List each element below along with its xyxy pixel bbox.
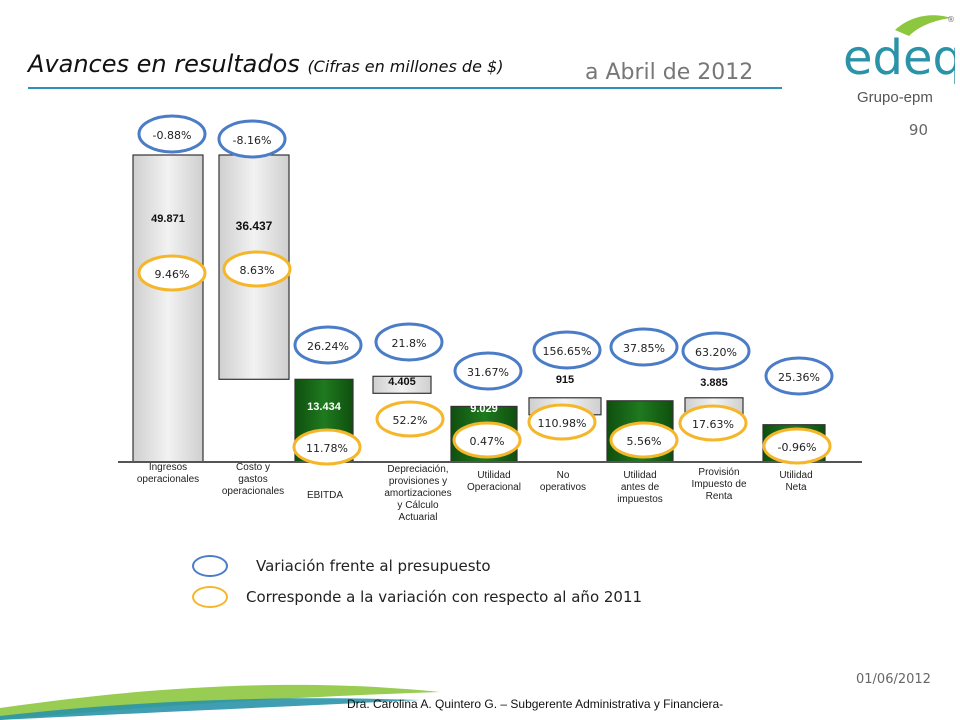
category-label: No operativos bbox=[540, 470, 586, 493]
category-label: Costo y gastos operacionales bbox=[222, 462, 284, 497]
logo-group-text: Grupo-epm bbox=[857, 89, 933, 106]
bar-value-label: 13.434 bbox=[307, 401, 342, 413]
svg-text:17.63%: 17.63% bbox=[692, 418, 734, 431]
year-variation-badge: 11.78% bbox=[292, 428, 362, 466]
budget-variation-badge: -8.16% bbox=[217, 119, 287, 159]
budget-variation-badge: 156.65% bbox=[532, 330, 602, 370]
svg-text:11.78%: 11.78% bbox=[306, 442, 348, 455]
bar-value-label: 9.944 bbox=[625, 389, 655, 403]
svg-text:31.67%: 31.67% bbox=[467, 366, 509, 379]
svg-text:0.47%: 0.47% bbox=[470, 435, 505, 448]
year-variation-badge: 110.98% bbox=[527, 403, 597, 441]
budget-variation-badge: 63.20% bbox=[681, 331, 751, 371]
bar-value-label: 9.029 bbox=[470, 403, 498, 415]
svg-text:9.46%: 9.46% bbox=[155, 268, 190, 281]
page-title: Avances en resultados (Cifras en millone… bbox=[28, 50, 503, 78]
svg-text:5.56%: 5.56% bbox=[627, 435, 662, 448]
title-text: Avances en resultados bbox=[28, 50, 300, 78]
svg-text:25.36%: 25.36% bbox=[778, 371, 820, 384]
budget-variation-badge: 31.67% bbox=[453, 351, 523, 391]
category-label: EBITDA bbox=[307, 490, 343, 501]
svg-text:-0.88%: -0.88% bbox=[153, 129, 192, 142]
svg-text:26.24%: 26.24% bbox=[307, 340, 349, 353]
svg-text:52.2%: 52.2% bbox=[393, 414, 428, 427]
blue-ring-icon bbox=[192, 555, 228, 577]
year-variation-badge: 5.56% bbox=[609, 421, 679, 459]
budget-variation-badge: 21.8% bbox=[374, 322, 444, 362]
svg-text:156.65%: 156.65% bbox=[543, 345, 592, 358]
title-underline bbox=[28, 87, 782, 89]
svg-text:110.98%: 110.98% bbox=[538, 417, 587, 430]
category-label: Utilidad antes de impuestos bbox=[617, 470, 663, 505]
budget-variation-badge: 25.36% bbox=[764, 356, 834, 396]
year-variation-badge: -0.96% bbox=[762, 427, 832, 465]
budget-variation-badge: 37.85% bbox=[609, 327, 679, 367]
year-variation-badge: 9.46% bbox=[137, 254, 207, 292]
title-subtitle: (Cifras en millones de $) bbox=[307, 57, 504, 76]
logo-leaf-icon bbox=[895, 15, 951, 36]
category-label: Utilidad Operacional bbox=[467, 470, 521, 493]
bar-value-label: 3.885 bbox=[700, 377, 728, 389]
category-label: Depreciación, provisiones y amortizaciones… bbox=[384, 464, 451, 523]
bar-value-label: 915 bbox=[556, 374, 574, 386]
bar-value-label: 49.871 bbox=[151, 213, 185, 225]
bar-value-label: 4.405 bbox=[388, 376, 416, 388]
svg-text:-8.16%: -8.16% bbox=[233, 134, 272, 147]
bar-1 bbox=[132, 154, 204, 463]
year-variation-badge: 8.63% bbox=[222, 250, 292, 288]
bar-value-label: 6.059 bbox=[780, 407, 808, 419]
edeq-logo: edeq ® Grupo-epm bbox=[843, 15, 955, 106]
svg-text:21.8%: 21.8% bbox=[392, 337, 427, 350]
registered-mark: ® bbox=[947, 15, 955, 24]
legend-year-label: Corresponde a la variación con respecto … bbox=[246, 588, 643, 606]
svg-text:63.20%: 63.20% bbox=[695, 346, 737, 359]
budget-variation-badge: 26.24% bbox=[293, 325, 363, 365]
waterfall-chart: 49.871 Ingresos operacionales 36.437 Costo y… bbox=[118, 114, 862, 523]
category-label: Ingresos operacionales bbox=[137, 462, 199, 485]
footer-author: Dra. Carolina A. Quintero G. – Subgerent… bbox=[347, 697, 724, 711]
legend-budget-label: Variación frente al presupuesto bbox=[256, 557, 491, 575]
bar-4 bbox=[372, 375, 432, 394]
year-variation-badge: 17.63% bbox=[678, 404, 748, 442]
category-label: Utilidad Neta bbox=[779, 470, 812, 493]
svg-text:8.63%: 8.63% bbox=[240, 264, 275, 277]
svg-text:37.85%: 37.85% bbox=[623, 342, 665, 355]
slide-date: 01/06/2012 bbox=[856, 672, 931, 687]
logo-wordmark: edeq bbox=[843, 30, 955, 86]
period-label: a Abril de 2012 bbox=[585, 60, 754, 85]
year-variation-badge: 0.47% bbox=[452, 421, 522, 459]
year-variation-badge: 52.2% bbox=[375, 400, 445, 438]
svg-text:-0.96%: -0.96% bbox=[778, 441, 817, 454]
page-number: 90 bbox=[908, 121, 928, 139]
budget-variation-badge: -0.88% bbox=[137, 114, 207, 154]
footer-swoosh bbox=[0, 684, 440, 720]
orange-ring-icon bbox=[192, 586, 228, 608]
category-label: Provisión Impuesto de Renta bbox=[691, 467, 746, 502]
bar-value-label: 36.437 bbox=[236, 219, 273, 233]
